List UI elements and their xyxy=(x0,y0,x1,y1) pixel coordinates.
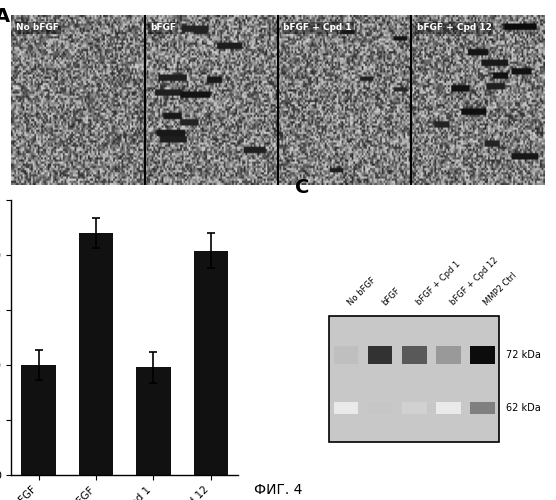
Bar xyxy=(136,367,171,475)
Bar xyxy=(436,346,460,364)
Text: bFGF: bFGF xyxy=(150,24,176,32)
Bar xyxy=(470,346,495,364)
Bar xyxy=(79,233,113,475)
Text: bFGF: bFGF xyxy=(380,286,402,307)
Text: bFGF + Cpd 12: bFGF + Cpd 12 xyxy=(417,24,492,32)
Text: MMP2 Ctrl: MMP2 Ctrl xyxy=(483,271,519,307)
Bar xyxy=(402,346,426,364)
Bar xyxy=(402,402,426,414)
Text: No bFGF: No bFGF xyxy=(17,24,59,32)
Bar xyxy=(22,365,56,475)
Bar xyxy=(329,316,499,442)
Bar xyxy=(470,402,495,414)
Bar xyxy=(436,402,460,414)
Text: bFGF + Cpd 1: bFGF + Cpd 1 xyxy=(284,24,352,32)
Text: C: C xyxy=(295,178,309,197)
Text: ФИГ. 4: ФИГ. 4 xyxy=(254,484,302,498)
Text: A: A xyxy=(0,6,10,26)
Text: bFGF + Cpd 1: bFGF + Cpd 1 xyxy=(414,260,462,307)
Text: bFGF + Cpd 12: bFGF + Cpd 12 xyxy=(448,256,500,307)
Bar xyxy=(334,402,359,414)
Text: 62 kDa: 62 kDa xyxy=(507,403,541,413)
Text: No bFGF: No bFGF xyxy=(346,276,378,307)
Bar xyxy=(334,346,359,364)
Bar xyxy=(368,346,393,364)
Bar xyxy=(193,250,228,475)
Bar xyxy=(368,402,393,414)
Text: 72 kDa: 72 kDa xyxy=(507,350,541,360)
